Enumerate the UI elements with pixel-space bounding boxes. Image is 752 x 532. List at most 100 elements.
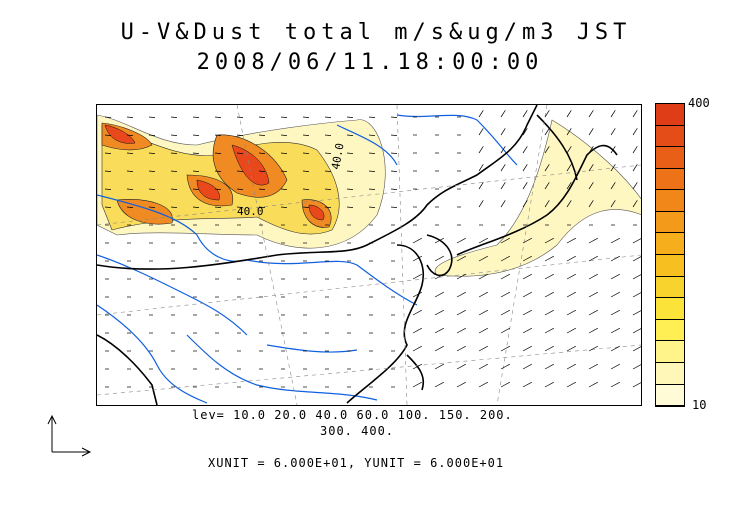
wind-arrow [588,128,594,136]
wind-arrow [302,134,310,136]
wind-arrow [500,164,506,172]
wind-arrow [588,164,594,172]
wind-arrow [214,116,222,118]
wind-arrow [544,164,550,172]
wind-arrow [214,152,222,154]
wind-arrow [434,309,444,316]
wind-arrow [258,152,266,154]
wind-arrow [500,363,510,370]
wind-arrow [104,152,112,154]
wind-arrow [390,116,398,118]
wind-arrow [632,146,638,154]
wind-arrow [478,273,488,280]
colorbar-max-label: 400 [688,96,710,110]
graticule [97,105,641,405]
wind-arrow [478,327,488,334]
contour-levels-line1: lev= 10.0 20.0 40.0 60.0 100. 150. 200. [192,408,513,422]
wind-arrow [610,128,616,136]
wind-arrow [324,188,332,190]
wind-arrow [478,255,488,262]
wind-arrow [456,291,466,298]
wind-arrow [324,116,332,118]
wind-arrow [610,345,620,352]
wind-arrow [258,170,266,172]
wind-arrow [522,363,532,370]
contour-levels-line2: 300. 400. [320,424,395,438]
wind-arrow [170,152,178,154]
wind-arrow [104,206,112,208]
wind-arrow [522,255,532,262]
wind-arrow [500,110,506,118]
wind-arrow [478,381,488,388]
wind-arrow [214,134,222,136]
wind-arrow [456,363,466,370]
wind-arrow [456,327,466,334]
wind-arrow [104,116,112,118]
wind-arrow [324,206,332,208]
wind-arrow [522,345,532,352]
wind-arrow [544,110,550,118]
wind-arrow [610,110,616,118]
colorbar-cell [656,384,684,407]
wind-arrow [632,292,641,298]
dust-plumes [97,114,641,277]
wind-arrow [412,291,422,298]
wind-arrow [632,200,638,208]
reference-vector-icon [47,414,92,457]
wind-arrow [522,381,532,388]
colorbar-cell [656,168,684,191]
wind-arrow [368,170,376,172]
wind-arrow [566,182,572,190]
wind-arrow [302,188,310,190]
wind-arrow [368,134,376,136]
wind-arrow [302,170,310,172]
wind-arrow [566,164,572,172]
wind-arrow [280,206,288,208]
wind-arrow [588,363,598,370]
wind-arrow [236,134,244,136]
wind-arrow [368,152,376,154]
wind-arrow [566,291,576,298]
wind-arrow [544,381,554,388]
wind-arrow [412,345,422,352]
colorbar [655,103,685,407]
wind-arrow [192,134,200,136]
wind-arrow [566,128,572,136]
wind-arrow [632,274,641,280]
wind-arrow [588,182,594,190]
wind-arrow [456,381,466,388]
wind-arrow [566,345,576,352]
wind-arrow [610,200,616,208]
wind-arrow [412,363,422,370]
colorbar-cell [656,147,684,169]
wind-arrow [236,206,244,208]
wind-arrow [610,363,620,370]
wind-arrow [434,327,444,334]
wind-arrow [632,238,641,244]
wind-arrow [544,345,554,352]
wind-arrow [632,110,638,118]
wind-arrow [192,116,200,118]
wind-arrow [170,206,178,208]
wind-arrow [412,273,422,280]
wind-arrow [170,170,178,172]
wind-arrow [434,255,444,262]
colorbar-cell [656,276,684,299]
wind-arrow [632,328,641,334]
wind-arrow [544,327,554,334]
wind-arrow [434,363,444,370]
wind-arrow [456,237,466,244]
wind-arrow [588,381,598,388]
wind-arrow [588,110,594,118]
wind-arrow [214,188,222,190]
wind-arrow [588,255,598,262]
wind-arrow [588,237,598,244]
wind-arrow [478,291,488,298]
wind-arrow [522,164,528,172]
wind-arrow [588,327,598,334]
wind-arrow [170,188,178,190]
wind-arrow [522,237,532,244]
wind-arrow [566,255,576,262]
wind-arrow [324,152,332,154]
map-canvas: 40.0 40.0 [97,105,641,405]
